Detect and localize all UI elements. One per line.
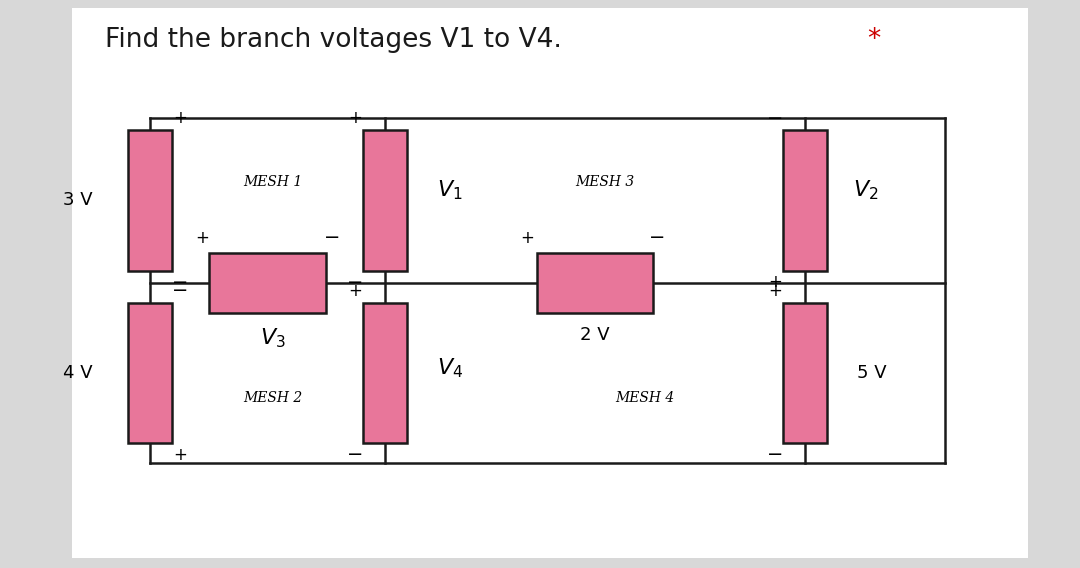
Bar [783,131,827,270]
Text: +: + [173,446,187,464]
Text: +: + [173,110,187,127]
Text: $V_3$: $V_3$ [259,326,285,350]
Text: 3 V: 3 V [64,191,93,210]
Bar [537,253,653,313]
Text: −: − [649,228,665,248]
Text: MESH 1: MESH 1 [243,176,302,190]
Text: MESH 4: MESH 4 [616,391,675,405]
Text: $V_2$: $V_2$ [853,179,878,202]
Text: +: + [195,229,210,247]
Text: −: − [347,273,363,292]
Text: Find the branch voltages V1 to V4.: Find the branch voltages V1 to V4. [105,27,570,53]
Text: −: − [767,445,783,465]
Text: 5 V: 5 V [858,364,887,382]
Bar [129,303,172,443]
Text: $V_1$: $V_1$ [437,179,462,202]
Text: *: * [867,27,880,53]
Text: +: + [348,282,362,300]
Text: −: − [172,273,188,292]
Bar [363,131,407,270]
Text: +: + [768,274,782,291]
Text: −: − [172,282,188,300]
Text: +: + [768,282,782,300]
Bar [210,253,325,313]
Text: 4 V: 4 V [64,364,93,382]
Bar [783,303,827,443]
Text: MESH 3: MESH 3 [576,176,635,190]
Text: MESH 2: MESH 2 [243,391,302,405]
Text: −: − [347,445,363,465]
Text: +: + [348,110,362,127]
Bar [72,8,1028,558]
Bar [363,303,407,443]
Text: 2 V: 2 V [580,326,610,344]
Bar [129,131,172,270]
Text: +: + [521,229,534,247]
Text: −: − [324,228,340,248]
Text: $V_4$: $V_4$ [437,356,463,380]
Text: −: − [767,109,783,128]
